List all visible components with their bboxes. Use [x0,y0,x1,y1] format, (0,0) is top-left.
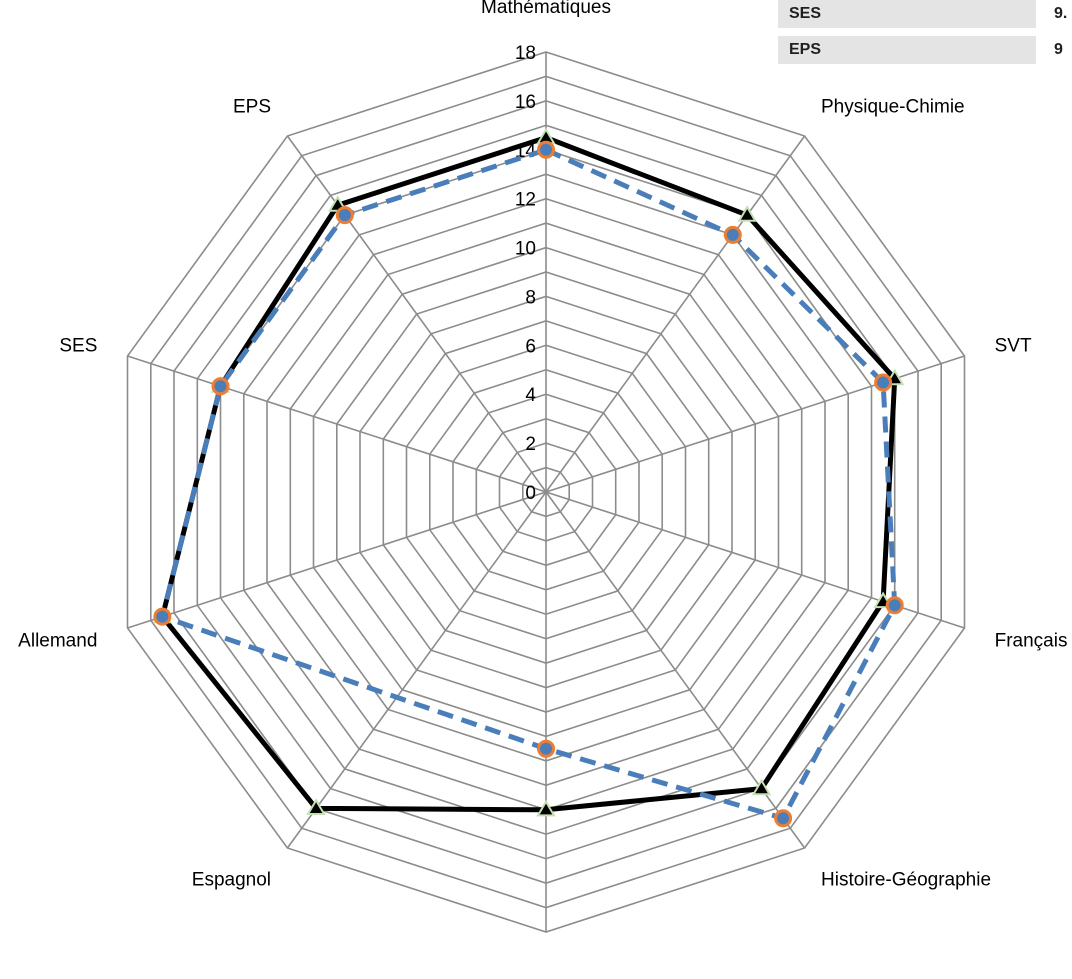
series-point [537,739,555,758]
category-label: EPS [233,96,271,117]
tick-label: 4 [525,385,536,406]
tick-label: 0 [525,483,536,504]
category-label: Allemand [18,631,97,652]
tick-label: 10 [515,239,536,260]
category-label: Français [995,631,1068,652]
series-point [211,377,230,396]
grid-spoke [545,135,806,493]
tick-label: 6 [525,336,536,357]
grid-spoke [127,491,547,629]
category-label: Mathématiques [481,0,611,18]
series-point [874,373,893,392]
row-value: 9 [1054,41,1063,58]
category-label: Espagnol [192,870,271,891]
grid-spoke [127,355,547,493]
row-label: EPS [778,36,1036,66]
category-label: SVT [995,335,1032,356]
series-point [723,225,742,244]
tick-label: 2 [525,434,536,455]
series-point [335,206,354,225]
category-label: Physique-Chimie [821,96,965,117]
grid-spoke [286,491,547,849]
row-value: 9. [1054,5,1068,22]
category-label: SES [59,335,97,356]
series-point [737,205,757,222]
series-point [537,140,555,159]
tick-label: 8 [525,287,536,308]
table-row: SES 9. [778,0,1072,30]
data-series [152,127,905,828]
category-labels: Mathématiques Physique-Chimie SVT Français H… [18,0,1068,891]
series-point [774,809,793,828]
table-row: EPS 9 [778,36,1072,66]
spreadsheet-fragment: SES 9. EPS 9 [778,0,1072,78]
series-line [159,147,898,822]
tick-label: 12 [515,190,536,211]
category-label: Histoire-Géographie [821,870,991,891]
tick-label: 16 [515,92,536,113]
grid-spoke [286,135,547,493]
tick-label: 18 [515,43,536,64]
row-label: SES [778,0,1036,30]
series-point [306,798,326,815]
series-point [536,799,556,817]
series-point [751,778,772,796]
series-point [885,596,904,615]
series-2 [153,140,904,828]
series-point [153,607,172,626]
